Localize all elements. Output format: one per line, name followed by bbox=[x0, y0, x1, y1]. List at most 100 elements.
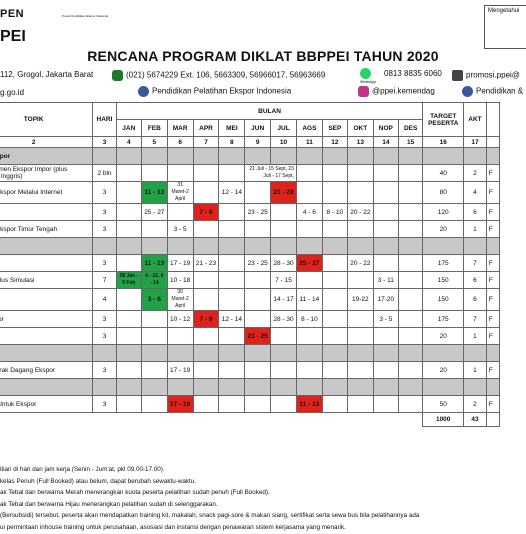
group-title bbox=[0, 237, 94, 255]
schedule-cell bbox=[321, 310, 348, 328]
schedule-cell bbox=[270, 395, 297, 413]
column-number: 3 bbox=[92, 136, 117, 148]
website-text[interactable]: g.go.id bbox=[0, 88, 25, 97]
totals-blank bbox=[398, 413, 422, 427]
group-cell bbox=[372, 147, 399, 165]
schedule-cell: 10 - 18 bbox=[166, 271, 194, 289]
schedule-cell: 10 - 12 bbox=[166, 310, 194, 328]
schedule-cell: 17 - 19 bbox=[166, 361, 194, 379]
whatsapp: 0813 8835 6060 WhatsApp bbox=[360, 68, 442, 84]
schedule-cell bbox=[192, 288, 220, 311]
header-month-mar: MAR bbox=[166, 119, 194, 137]
group-cell bbox=[346, 378, 374, 396]
schedule-cell bbox=[346, 271, 374, 289]
schedule-cell bbox=[321, 271, 348, 289]
course-akt: 1 bbox=[463, 361, 487, 379]
group-cell bbox=[192, 344, 220, 362]
course-extra: F bbox=[485, 220, 501, 238]
group-cell bbox=[295, 147, 323, 165]
schedule-cell bbox=[218, 395, 246, 413]
group-cell bbox=[463, 237, 487, 255]
schedule-cell bbox=[321, 164, 348, 182]
note-line: kelas Penuh (Full Booked) atau belum, da… bbox=[0, 477, 197, 485]
schedule-cell bbox=[140, 220, 168, 238]
email: promosi.ppei@ bbox=[452, 70, 520, 81]
totals-blank bbox=[0, 413, 93, 427]
schedule-cell: 7 - 15 bbox=[270, 271, 297, 289]
schedule-cell bbox=[140, 164, 168, 182]
page-title: RENCANA PROGRAM DIKLAT BBPPEI TAHUN 2020 bbox=[87, 48, 439, 64]
schedule-cell: 17 - 19 bbox=[166, 254, 194, 272]
course-akt: 6 bbox=[463, 271, 487, 289]
course-target: 20 bbox=[422, 361, 465, 379]
schedule-cell bbox=[397, 164, 424, 182]
group-row: egi Ekspor bbox=[0, 147, 501, 165]
course-topik bbox=[0, 254, 94, 272]
schedule-cell bbox=[372, 220, 399, 238]
schedule-cell: 4 - 6 bbox=[295, 203, 323, 221]
group-cell bbox=[92, 378, 117, 396]
schedule-cell bbox=[192, 220, 220, 238]
totals-blank bbox=[141, 413, 167, 427]
column-number: 10 bbox=[270, 136, 297, 148]
course-akt: 7 bbox=[463, 254, 487, 272]
group-cell bbox=[295, 237, 323, 255]
column-number: 11 bbox=[295, 136, 323, 148]
course-target: 20 bbox=[422, 220, 465, 238]
totals-blank bbox=[296, 413, 322, 427]
group-cell bbox=[346, 344, 374, 362]
group-cell bbox=[192, 378, 220, 396]
column-number: 5 bbox=[140, 136, 168, 148]
group-title bbox=[0, 344, 94, 362]
schedule-cell bbox=[321, 220, 348, 238]
totals-blank bbox=[167, 413, 193, 427]
group-cell bbox=[115, 344, 142, 362]
column-number bbox=[485, 136, 501, 148]
whatsapp-caption: WhatsApp bbox=[360, 80, 377, 84]
schedule-cell bbox=[115, 361, 142, 379]
totals-blank bbox=[322, 413, 347, 427]
group-cell bbox=[218, 344, 246, 362]
table-row: 4 3 - 6 30 Maret-2 April 14 - 17 11 - 14 19-2… bbox=[0, 288, 501, 311]
schedule-cell: 21 - 23 bbox=[270, 181, 297, 204]
group-cell bbox=[140, 147, 168, 165]
schedule-cell: 4 - 12, 6 - 14 bbox=[140, 271, 168, 289]
course-target: 40 bbox=[422, 164, 465, 182]
course-hari: 3 bbox=[92, 361, 117, 379]
group-cell bbox=[346, 147, 374, 165]
schedule-cell bbox=[397, 181, 424, 204]
group-cell bbox=[270, 344, 297, 362]
schedule-cell bbox=[397, 310, 424, 328]
facebook: Pendidikan Pelatihan Ekspor Indonesia bbox=[138, 86, 291, 97]
course-hari: 7 bbox=[92, 271, 117, 289]
facebook-2: Pendidikan & Pe bbox=[462, 86, 526, 97]
group-cell bbox=[192, 237, 220, 255]
course-akt: 2 bbox=[463, 164, 487, 182]
schedule-table: TOPIK HARI BULAN TARGET PESERTA AKT JAN F… bbox=[0, 102, 501, 427]
phone: (021) 5674229 Ext. 106, 5663309, 5696601… bbox=[112, 70, 325, 81]
schedule-cell: 21 - 23 bbox=[192, 254, 220, 272]
totals-blank bbox=[116, 413, 141, 427]
group-cell bbox=[140, 378, 168, 396]
schedule-cell: 11 - 14 bbox=[295, 288, 323, 311]
column-number: 15 bbox=[397, 136, 424, 148]
schedule-cell bbox=[140, 395, 168, 413]
schedule-cell bbox=[192, 181, 220, 204]
schedule-cell bbox=[115, 181, 142, 204]
group-cell bbox=[422, 237, 465, 255]
group-cell bbox=[270, 147, 297, 165]
schedule-cell: 20 - 22 bbox=[346, 254, 374, 272]
schedule-cell: 17 - 19 bbox=[166, 395, 194, 413]
phone-text: (021) 5674229 Ext. 106, 5663309, 5696601… bbox=[126, 70, 326, 80]
course-extra: F bbox=[485, 181, 501, 204]
schedule-cell bbox=[270, 327, 297, 345]
course-hari: 2 bln bbox=[92, 164, 117, 182]
column-number: 2 bbox=[0, 136, 94, 148]
totals-blank bbox=[347, 413, 373, 427]
totals-blank bbox=[193, 413, 219, 427]
course-topik: sor bbox=[0, 203, 94, 221]
course-extra: F bbox=[485, 361, 501, 379]
course-target: 150 bbox=[422, 288, 465, 311]
